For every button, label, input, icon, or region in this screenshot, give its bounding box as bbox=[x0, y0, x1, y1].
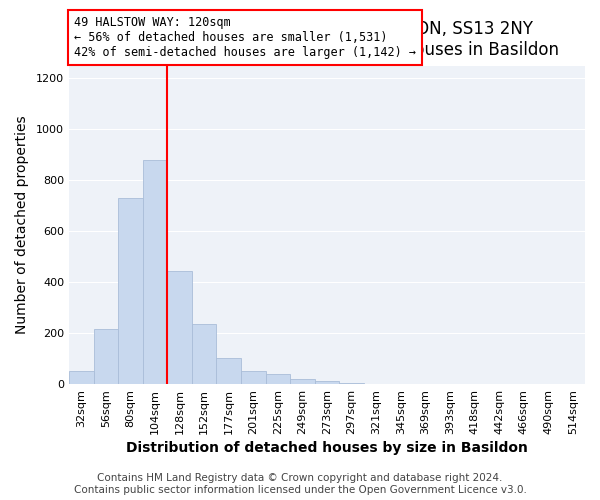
Bar bbox=[94, 329, 118, 384]
Bar bbox=[217, 358, 241, 384]
Text: 49 HALSTOW WAY: 120sqm
← 56% of detached houses are smaller (1,531)
42% of semi-: 49 HALSTOW WAY: 120sqm ← 56% of detached… bbox=[74, 16, 416, 60]
Y-axis label: Number of detached properties: Number of detached properties bbox=[15, 116, 29, 334]
Bar bbox=[314, 381, 339, 384]
Bar bbox=[241, 372, 266, 384]
Bar bbox=[266, 374, 290, 384]
Bar bbox=[339, 383, 364, 384]
X-axis label: Distribution of detached houses by size in Basildon: Distribution of detached houses by size … bbox=[126, 441, 528, 455]
Text: Contains HM Land Registry data © Crown copyright and database right 2024.
Contai: Contains HM Land Registry data © Crown c… bbox=[74, 474, 526, 495]
Bar bbox=[143, 160, 167, 384]
Bar bbox=[118, 198, 143, 384]
Bar bbox=[290, 379, 314, 384]
Bar bbox=[69, 371, 94, 384]
Bar bbox=[192, 324, 217, 384]
Bar bbox=[167, 270, 192, 384]
Title: 49, HALSTOW WAY, PITSEA, BASILDON, SS13 2NY
Size of property relative to detache: 49, HALSTOW WAY, PITSEA, BASILDON, SS13 … bbox=[94, 20, 559, 59]
